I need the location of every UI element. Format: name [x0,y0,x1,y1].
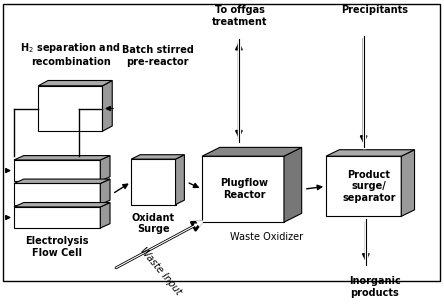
Text: H$_2$ separation and
recombination: H$_2$ separation and recombination [20,41,121,67]
Polygon shape [14,184,100,204]
Polygon shape [202,147,301,156]
Polygon shape [14,203,110,207]
Polygon shape [103,80,112,131]
Polygon shape [14,160,100,181]
Text: Plugflow
Reactor: Plugflow Reactor [220,178,268,200]
Text: Inorganic
products: Inorganic products [349,277,400,298]
Text: Waste Oxidizer: Waste Oxidizer [230,232,303,243]
Polygon shape [100,179,110,204]
Polygon shape [100,203,110,228]
Polygon shape [14,156,110,160]
Polygon shape [326,150,415,156]
Polygon shape [100,156,110,181]
Text: Batch stirred
pre-reactor: Batch stirred pre-reactor [122,45,194,67]
Text: To offgas
treatment: To offgas treatment [212,5,267,27]
Polygon shape [401,150,415,216]
Polygon shape [38,80,112,86]
Polygon shape [326,156,401,216]
Text: Waste Input: Waste Input [138,246,183,297]
Text: Product
surge/
separator: Product surge/ separator [342,169,396,203]
Text: Precipitants: Precipitants [341,5,408,15]
Polygon shape [14,207,100,228]
Polygon shape [38,86,103,131]
Polygon shape [202,156,284,222]
Text: Electrolysis
Flow Cell: Electrolysis Flow Cell [26,236,89,258]
Polygon shape [131,159,175,204]
Polygon shape [14,179,110,184]
Polygon shape [284,147,301,222]
Polygon shape [131,155,184,159]
Text: Oxidant
Surge: Oxidant Surge [132,212,175,234]
Polygon shape [175,155,184,204]
